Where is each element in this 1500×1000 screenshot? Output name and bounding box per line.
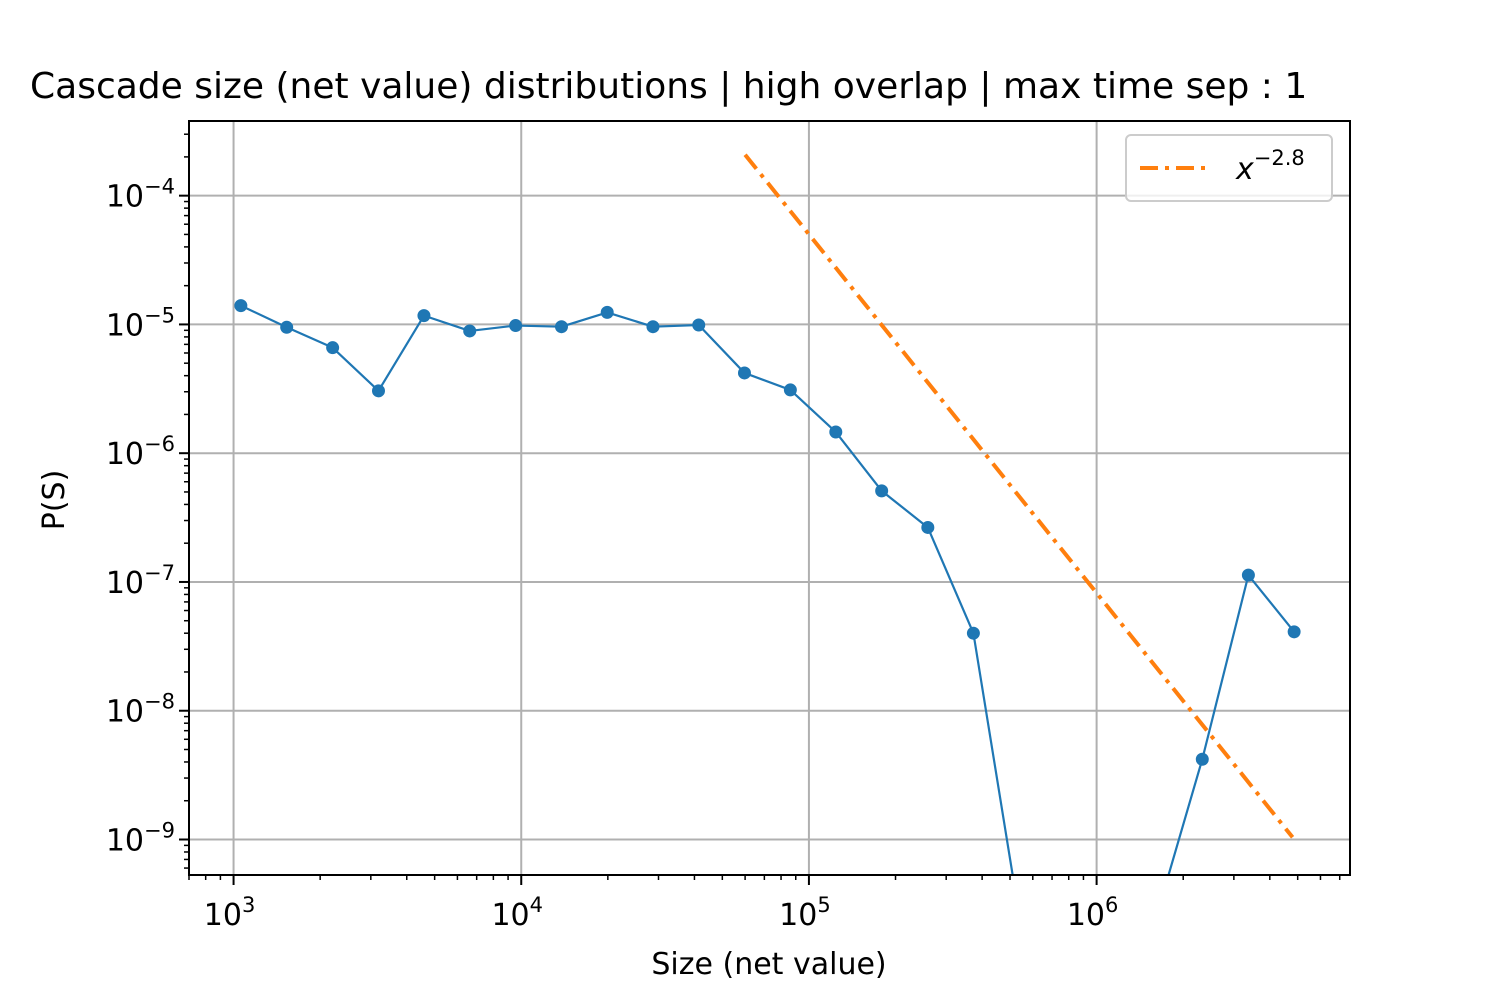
series-layer — [234, 153, 1301, 875]
data-point — [234, 299, 248, 313]
legend-box — [1125, 134, 1333, 202]
data-point — [966, 626, 980, 640]
x-tick-label: 104 — [491, 893, 543, 933]
series-1 — [743, 153, 1295, 839]
x-tick-label: 105 — [779, 893, 831, 933]
y-axis-label: P(S) — [37, 470, 72, 531]
x-axis-label: Size (net value) — [651, 947, 886, 982]
chart-title: Cascade size (net value) distributions |… — [30, 66, 1307, 107]
y-tick-label: 10−8 — [106, 690, 175, 730]
data-point — [692, 318, 706, 332]
legend: x−2.8 — [1125, 134, 1333, 202]
data-point — [1195, 752, 1209, 766]
y-tick-label: 10−4 — [106, 175, 175, 215]
y-tick-label: 10−5 — [106, 303, 175, 343]
data-point — [829, 425, 843, 439]
series-0 — [234, 299, 1301, 875]
x-tick-label: 103 — [204, 893, 256, 933]
data-point — [783, 383, 797, 397]
plot-frame — [188, 120, 1351, 876]
y-tick-label: 10−9 — [106, 818, 175, 858]
y-axis: 10−4 10−5 10−6 10−7 10−8 10−9 — [106, 133, 189, 869]
data-point — [1241, 568, 1255, 582]
data-point — [326, 341, 340, 355]
x-tick-label: 106 — [1067, 893, 1119, 933]
data-point — [280, 320, 294, 334]
y-tick-label: 10−7 — [106, 561, 175, 601]
data-point — [1287, 625, 1301, 639]
y-tick-label: 10−6 — [106, 432, 175, 472]
grid — [189, 121, 1350, 875]
data-point — [417, 309, 431, 323]
data-point — [646, 320, 660, 334]
data-point — [875, 484, 889, 498]
legend-label: x−2.8 — [1235, 146, 1305, 187]
data-point — [554, 320, 568, 334]
power-law-line — [743, 153, 1295, 839]
data-point — [737, 366, 751, 380]
data-line — [240, 304, 1295, 875]
data-point — [600, 305, 614, 319]
x-axis: 103 104 105 106 — [188, 875, 1341, 933]
data-point — [509, 319, 523, 333]
data-point — [463, 324, 477, 338]
data-point — [371, 384, 385, 398]
data-point — [921, 520, 935, 534]
